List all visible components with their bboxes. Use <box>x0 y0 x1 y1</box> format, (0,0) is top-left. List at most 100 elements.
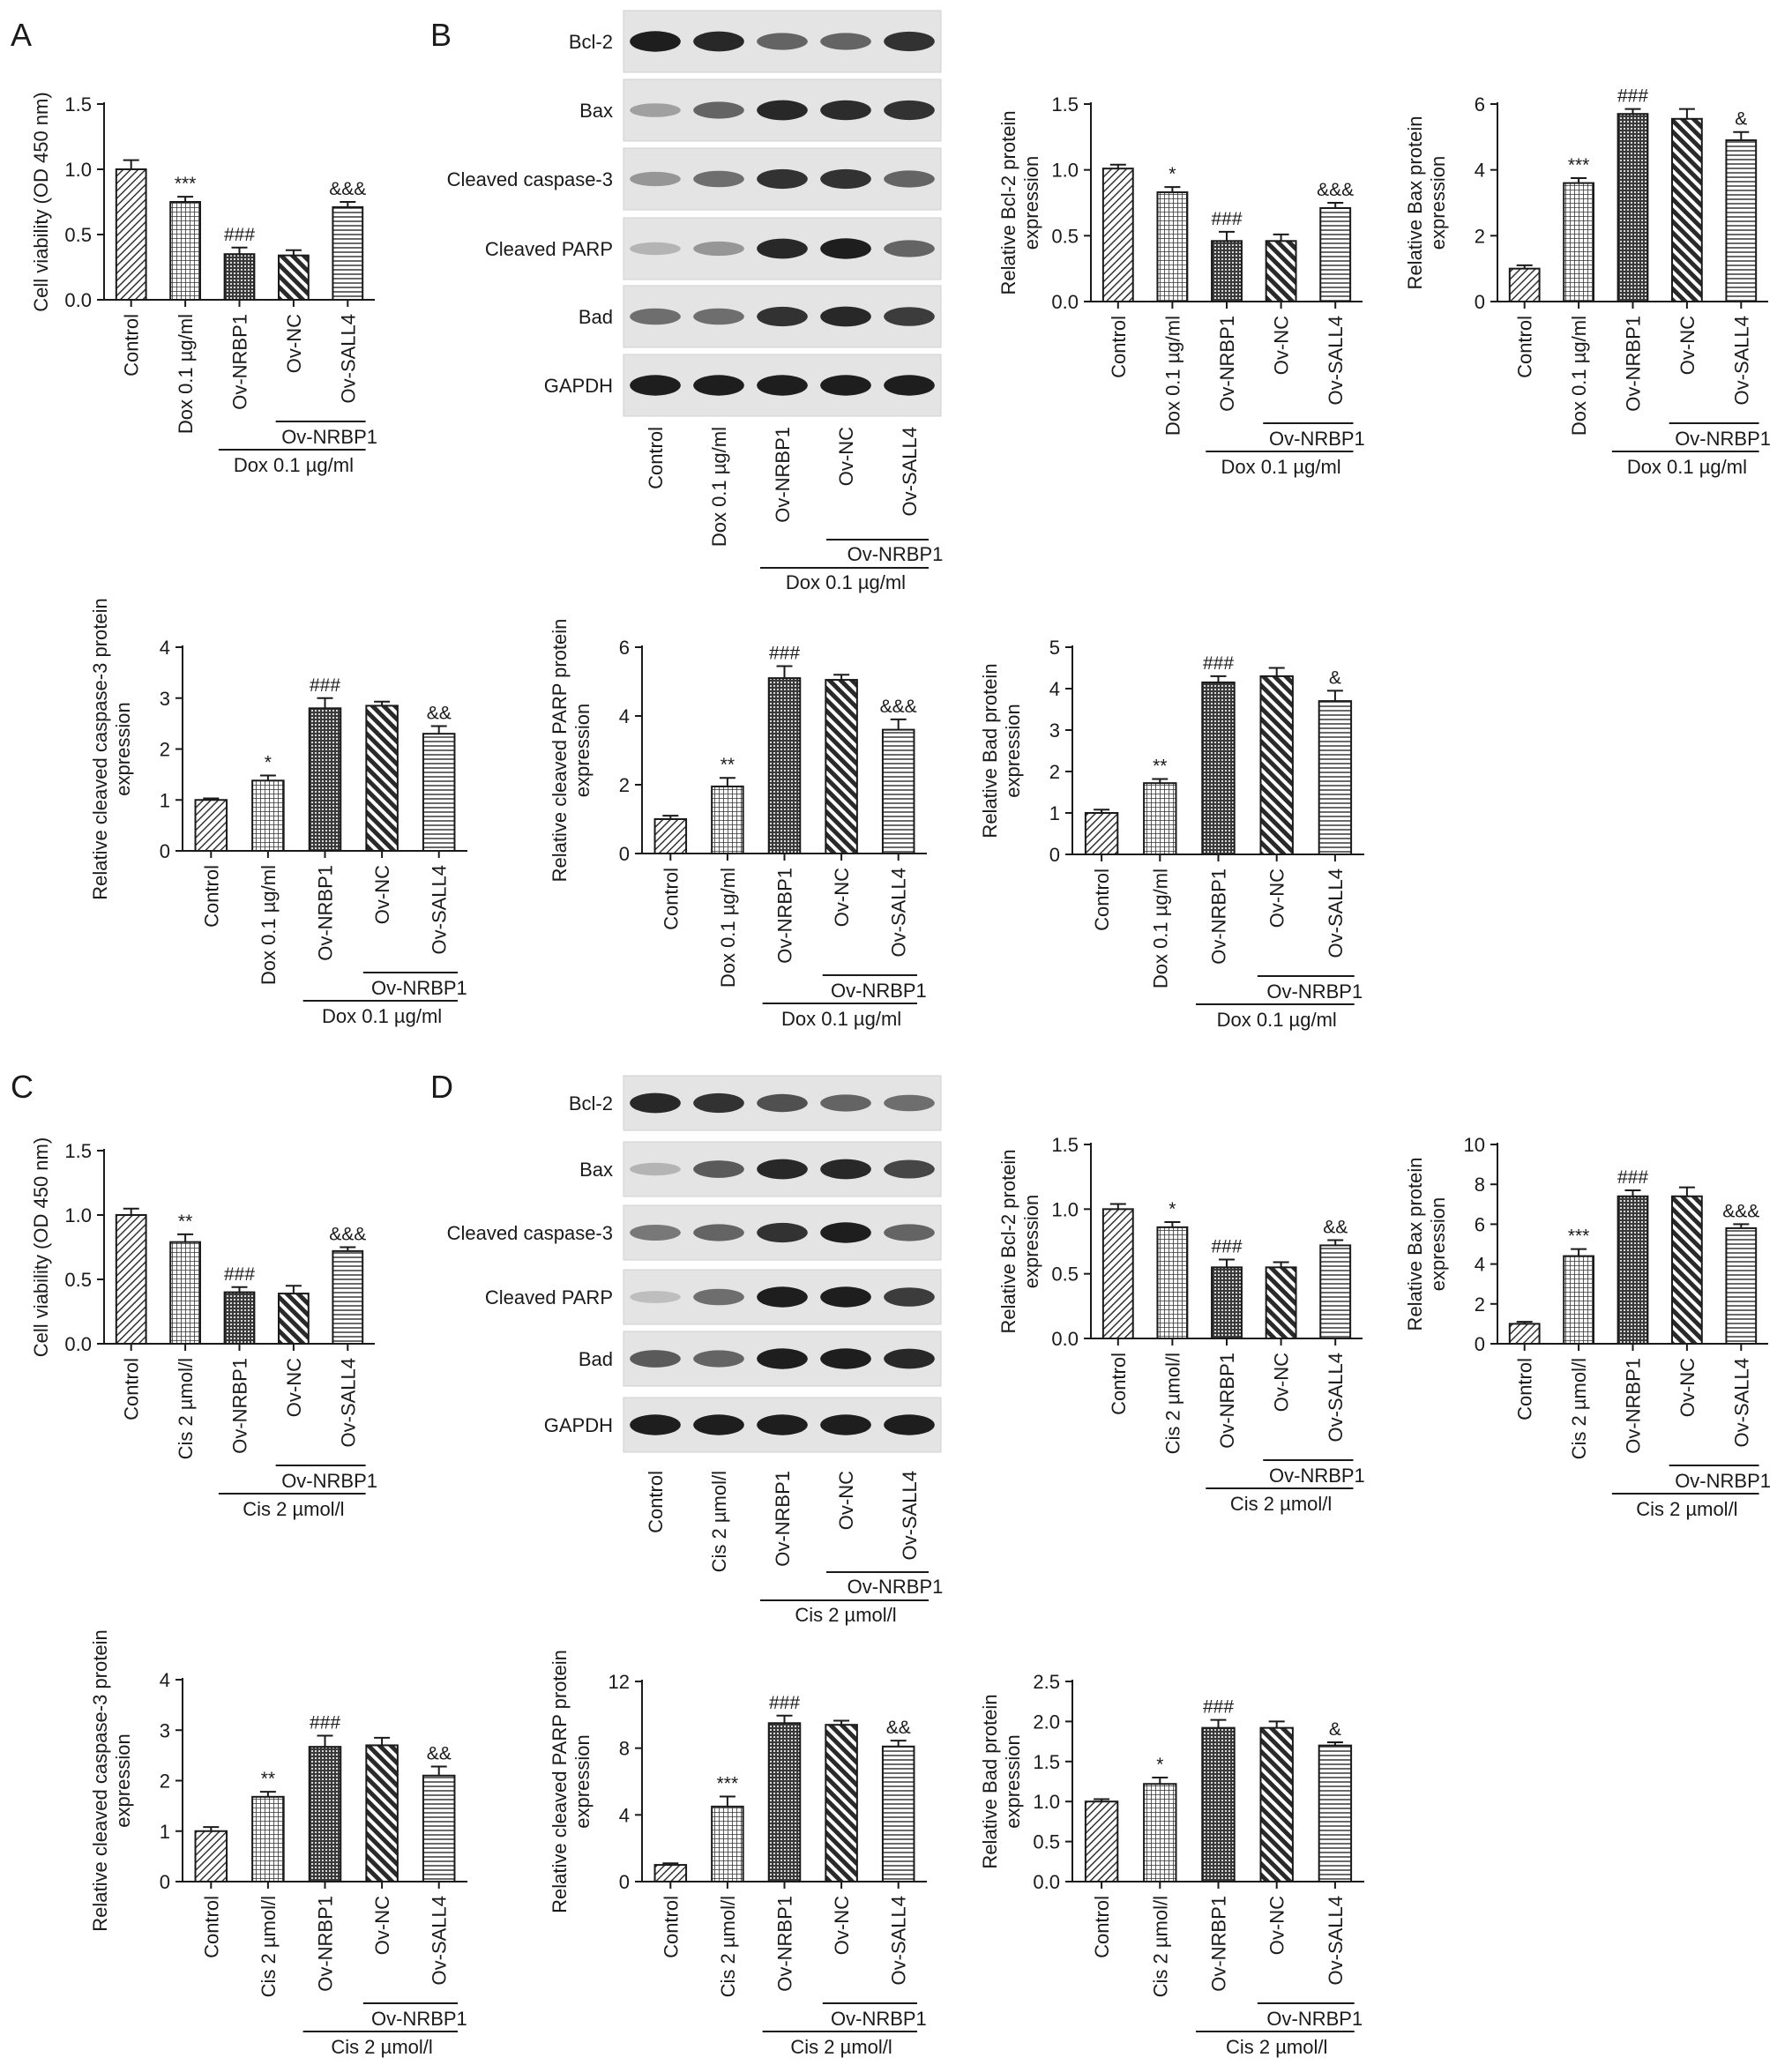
blot-band <box>820 238 871 259</box>
blot-band <box>693 1350 744 1368</box>
x-tick-label: Control <box>1514 1358 1536 1420</box>
x-tick-label: Cis 2 µmol/l <box>175 1358 197 1459</box>
significance-mark: *** <box>1568 155 1590 175</box>
blot-band <box>630 1291 681 1303</box>
y-tick-label: 0 <box>1475 1333 1485 1355</box>
x-tick-label: Ov-NC <box>371 1896 393 1955</box>
significance-mark: ### <box>769 1693 800 1713</box>
blot-band <box>630 375 681 396</box>
group-label: Cis 2 µmol/l <box>243 1498 344 1520</box>
blot-band <box>630 308 681 325</box>
x-tick-label: Ov-SALL4 <box>1325 316 1347 406</box>
y-tick-label: 2 <box>160 739 170 761</box>
blot-lane-label: Ov-SALL4 <box>899 427 921 517</box>
bar-3 <box>1201 681 1236 856</box>
y-tick-label: 1 <box>160 789 170 811</box>
y-axis-label: Relative Bad proteinexpression <box>979 663 1024 838</box>
y-tick-label: 10 <box>1464 1134 1485 1156</box>
blot-band <box>820 1094 871 1112</box>
bar-4 <box>365 1744 399 1883</box>
bar-4 <box>1259 1726 1294 1882</box>
bar-1 <box>194 1830 228 1882</box>
bar-chart-8: 0.0 0.5 1.0 1.5 Relative Bcl-2 proteinexpres… <box>997 1134 1365 1515</box>
blot-band <box>757 1159 808 1180</box>
y-tick-label: 6 <box>619 637 630 659</box>
significance-mark: *** <box>1568 1226 1590 1247</box>
x-tick-label: Ov-SALL4 <box>1325 1896 1347 1986</box>
y-tick-label: 1.0 <box>1033 1791 1060 1813</box>
bar-3 <box>1617 1195 1649 1346</box>
x-tick-label: Dox 0.1 µg/ml <box>1568 316 1590 436</box>
y-tick-label: 0 <box>1049 844 1060 866</box>
significance-mark: *** <box>175 174 197 194</box>
blot-band <box>820 1348 871 1369</box>
blot-band <box>884 1224 935 1241</box>
bar-chart-5: 0 2 4 6 Relative cleaved PARP proteinexpress… <box>549 619 927 1030</box>
bar-5 <box>1318 700 1353 855</box>
y-tick-label: 1.5 <box>64 93 92 116</box>
significance-mark: ** <box>721 755 735 775</box>
x-tick-label: Ov-SALL4 <box>337 314 359 404</box>
x-tick-label: Dox 0.1 µg/ml <box>717 868 739 988</box>
blot-band-label: GAPDH <box>544 375 613 397</box>
y-tick-label: 2 <box>1049 761 1060 783</box>
x-tick-label: Control <box>1091 1896 1113 1958</box>
x-tick-label: Ov-SALL4 <box>337 1358 359 1448</box>
y-tick-label: 1.5 <box>1051 93 1079 116</box>
blot-band <box>820 375 871 396</box>
panel-letters: A B C D <box>11 17 453 1105</box>
significance-mark: ### <box>1203 1697 1234 1718</box>
y-tick-label: 0.5 <box>1033 1831 1060 1853</box>
group-label: Dox 0.1 µg/ml <box>1627 456 1747 478</box>
bar-3 <box>308 707 342 852</box>
significance-mark: * <box>1169 1199 1176 1219</box>
x-tick-label: Ov-SALL4 <box>429 865 451 955</box>
y-tick-label: 1.0 <box>1051 160 1079 182</box>
blot-band <box>693 1224 744 1241</box>
blot-band-label: Bax <box>579 100 613 122</box>
y-tick-label: 8 <box>1475 1174 1485 1196</box>
y-tick-label: 2 <box>619 774 630 796</box>
subgroup-label: Ov-NRBP1 <box>1269 1465 1365 1487</box>
x-tick-label: Control <box>660 868 682 930</box>
x-tick-label: Dox 0.1 µg/ml <box>1149 868 1171 988</box>
bar-3 <box>223 1291 256 1345</box>
y-axis-label: Relative Bcl-2 proteinexpression <box>997 110 1042 294</box>
x-tick-label: Ov-NC <box>831 868 853 927</box>
bar-4 <box>825 1724 858 1883</box>
panel-letter-b: B <box>430 17 452 53</box>
y-tick-label: 1 <box>1049 802 1060 824</box>
blot-band <box>757 238 808 259</box>
blot-band <box>757 33 808 50</box>
blot-band <box>884 307 935 326</box>
y-tick-label: 2.0 <box>1033 1711 1060 1733</box>
significance-mark: &&& <box>1722 1201 1759 1221</box>
bar-5 <box>1319 1244 1352 1340</box>
blot-band <box>884 1414 935 1435</box>
y-axis-label: Relative cleaved PARP proteinexpression <box>549 1650 594 1913</box>
blot-band <box>630 1414 681 1435</box>
y-tick-label: 2.5 <box>1033 1671 1060 1693</box>
y-axis-label: Relative Bcl-2 proteinexpression <box>997 1149 1042 1333</box>
x-tick-label: Control <box>660 1896 682 1958</box>
bar-2 <box>169 1241 201 1346</box>
blot-band <box>630 1350 681 1368</box>
bar-chart-3: 0 2 4 6 Relative Bax proteinexpression Contro… <box>1404 86 1771 478</box>
y-tick-label: 2 <box>1475 1293 1485 1316</box>
panel-letter-c: C <box>11 1069 34 1105</box>
group-label: Dox 0.1 µg/ml <box>1221 456 1341 478</box>
x-tick-label: Ov-NC <box>1266 868 1288 928</box>
y-tick-label: 4 <box>160 1669 170 1691</box>
significance-mark: && <box>1323 1218 1348 1238</box>
bar-1 <box>653 818 688 854</box>
y-tick-label: 0.0 <box>1051 1328 1079 1350</box>
bar-3 <box>1617 113 1649 302</box>
y-tick-label: 2 <box>160 1771 170 1793</box>
significance-mark: ### <box>1211 209 1242 229</box>
subgroup-label: Ov-NRBP1 <box>281 1470 377 1492</box>
x-tick-label: Ov-SALL4 <box>429 1896 451 1986</box>
blot-band <box>820 306 871 327</box>
subgroup-label: Ov-NRBP1 <box>281 426 377 448</box>
bar-4 <box>365 704 399 852</box>
